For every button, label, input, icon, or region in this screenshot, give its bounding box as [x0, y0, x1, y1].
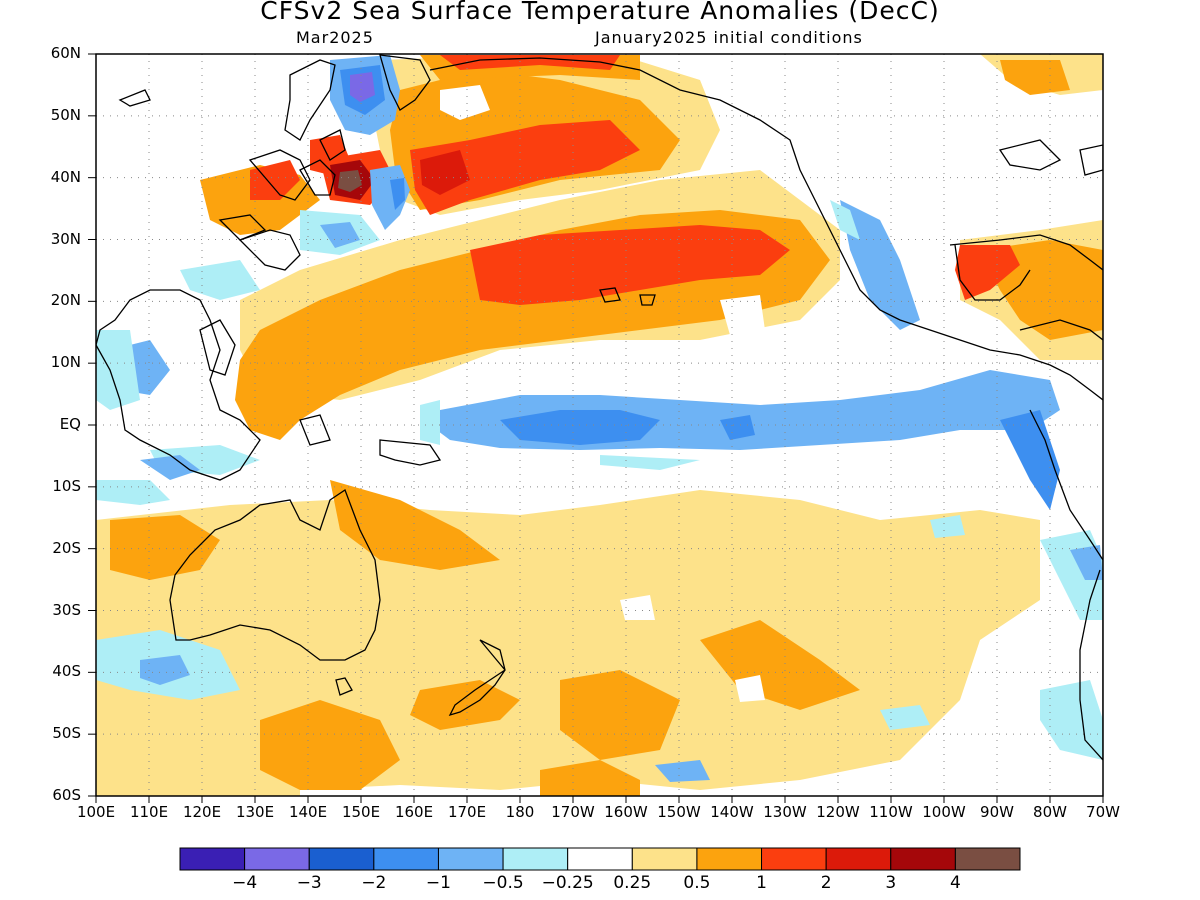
colorbar-label: −0.25 — [541, 873, 594, 893]
lon-label: 100W — [922, 803, 966, 821]
colorbar-swatch — [502, 847, 569, 871]
lon-label: 160W — [604, 803, 648, 821]
lon-label: 100E — [76, 803, 116, 821]
lon-label: 110E — [129, 803, 169, 821]
colorbar-swatch — [954, 847, 1021, 871]
lon-label: 140E — [288, 803, 328, 821]
lat-label: 10S — [52, 476, 81, 495]
colorbar-label: −0.5 — [482, 873, 524, 893]
lat-label: 10N — [50, 353, 81, 372]
lon-label: 130E — [235, 803, 275, 821]
lat-lon-grid — [96, 54, 1103, 796]
lon-label: 130W — [763, 803, 807, 821]
lon-label: 110W — [869, 803, 913, 821]
lon-label: 90W — [980, 803, 1014, 821]
colorbar — [179, 847, 1021, 871]
colorbar-label: −3 — [296, 873, 322, 893]
lon-label: 170E — [447, 803, 487, 821]
colorbar-swatch — [373, 847, 439, 871]
colorbar-swatch — [567, 847, 633, 871]
lon-label: 150W — [657, 803, 701, 821]
lat-label: 20S — [52, 538, 81, 557]
lon-label: 170W — [551, 803, 595, 821]
colorbar-label: −1 — [425, 873, 451, 893]
colorbar-swatch — [244, 847, 310, 871]
colorbar-label: −2 — [361, 873, 387, 893]
lat-label: 30S — [52, 600, 81, 619]
lat-label: 60N — [50, 44, 81, 62]
colorbar-swatch — [631, 847, 698, 871]
lat-label: 50S — [52, 724, 81, 743]
lon-label: 120E — [182, 803, 222, 821]
lon-label: 140W — [710, 803, 754, 821]
colorbar-label: 1 — [756, 873, 767, 893]
axis-ticks — [88, 53, 1104, 803]
colorbar-swatch — [308, 847, 375, 871]
colorbar-swatch — [761, 847, 827, 871]
colorbar-swatch — [890, 847, 956, 871]
colorbar-label: 4 — [949, 873, 961, 893]
forecast-month: Mar2025 — [296, 28, 374, 47]
anomaly-field — [96, 54, 1103, 796]
lon-label: 150E — [341, 803, 381, 821]
colorbar-swatch — [825, 847, 892, 871]
lat-label: EQ — [59, 415, 81, 433]
lon-label: 160E — [394, 803, 434, 821]
lon-label: 70W — [1086, 803, 1120, 821]
lat-label: 40S — [52, 662, 81, 681]
colorbar-swatch — [437, 847, 504, 871]
initial-conditions: January2025 initial conditions — [595, 28, 863, 47]
lat-label: 40N — [50, 167, 81, 186]
map-title: CFSv2 Sea Surface Temperature Anomalies … — [260, 0, 940, 25]
colorbar-label: 0.5 — [683, 873, 711, 893]
lat-label: 60S — [52, 786, 81, 804]
colorbar-label: −4 — [232, 873, 258, 893]
lon-label: 80W — [1033, 803, 1067, 821]
coastlines — [96, 54, 1103, 761]
lon-label: 120W — [816, 803, 860, 821]
colorbar-label: 0.25 — [613, 873, 652, 893]
lon-label: 180 — [505, 803, 535, 821]
lat-label: 30N — [50, 229, 81, 248]
lat-label: 20N — [50, 291, 81, 310]
colorbar-swatch — [179, 847, 246, 871]
colorbar-swatch — [696, 847, 763, 871]
colorbar-label: 2 — [820, 873, 832, 893]
colorbar-label: 3 — [885, 873, 897, 893]
lat-label: 50N — [50, 105, 81, 124]
